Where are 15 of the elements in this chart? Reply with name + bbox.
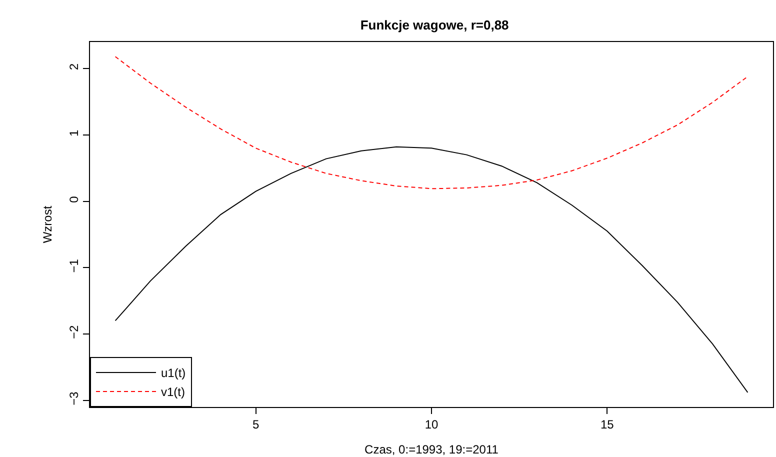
y-tick-label: 0	[67, 196, 82, 203]
x-axis-title: Czas, 0:=1993, 19:=2011	[364, 442, 499, 456]
y-tick-label: −2	[67, 325, 82, 340]
x-tick-label: 15	[600, 417, 614, 432]
x-tick-label: 5	[252, 417, 260, 432]
y-tick-label: 1	[67, 129, 82, 136]
y-axis-title: Wzrost	[40, 205, 54, 244]
line-series	[114, 56, 748, 190]
x-tick-label: 10	[424, 417, 438, 432]
chart-title: Funkcje wagowe, r=0,88	[360, 18, 509, 33]
y-tick-label: −3	[67, 391, 82, 406]
legend-label: v1(t)	[161, 385, 186, 400]
y-tick-label: 2	[67, 63, 82, 70]
y-tick-label: −1	[67, 258, 82, 273]
legend-label: u1(t)	[161, 366, 186, 380]
